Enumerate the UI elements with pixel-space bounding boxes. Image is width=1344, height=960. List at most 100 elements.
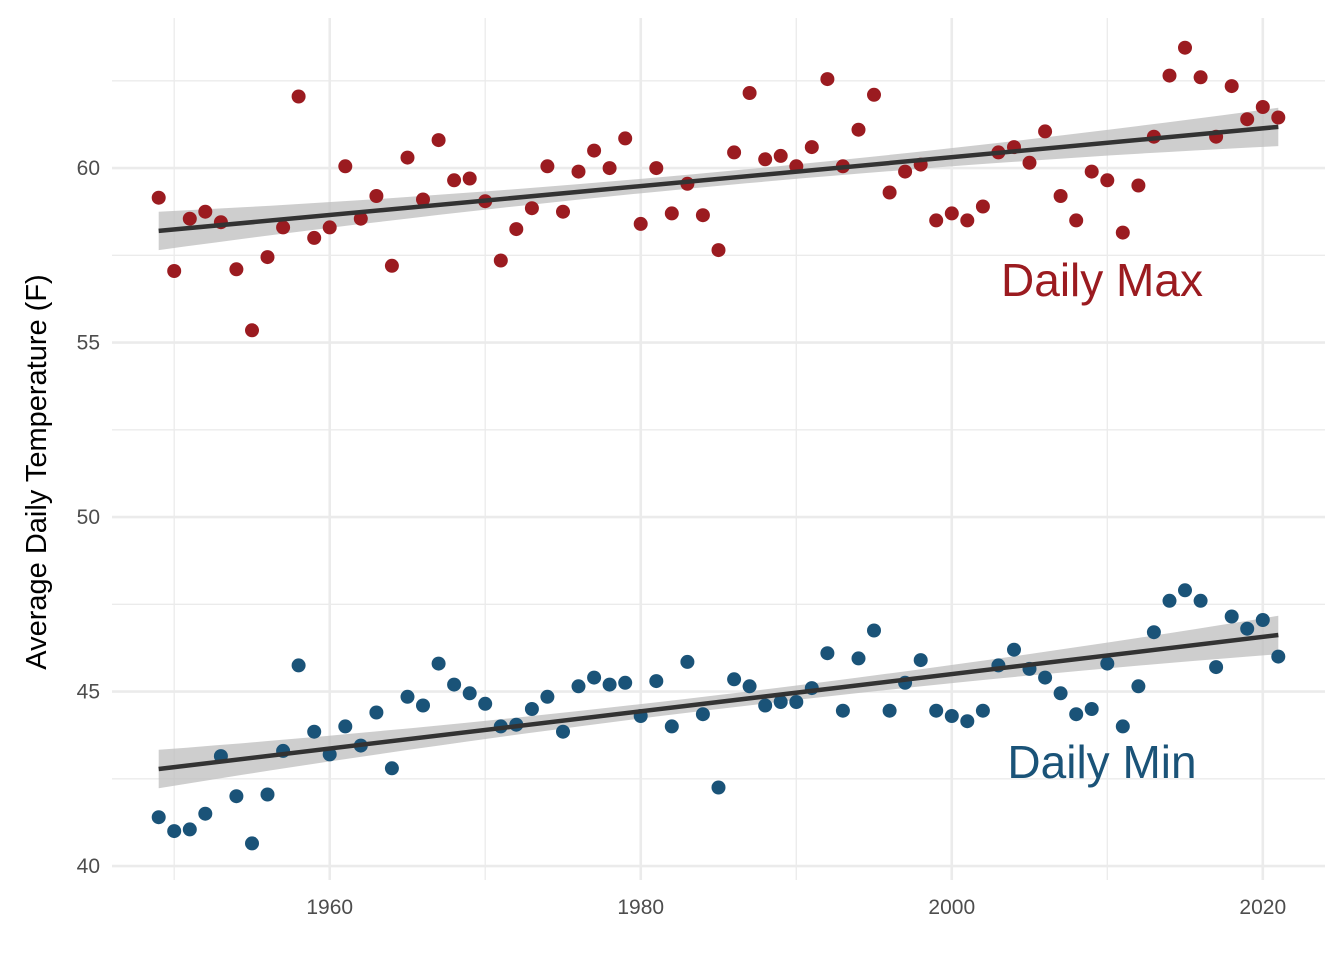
min-point: [1084, 702, 1099, 716]
min-point: [416, 698, 430, 713]
trend-line-max: [158, 124, 1279, 234]
min-point: [229, 789, 244, 804]
max-point: [618, 131, 633, 146]
max-point: [182, 211, 197, 226]
min-point: [727, 672, 742, 687]
min-point: [524, 702, 539, 716]
max-point: [975, 199, 990, 214]
max-point: [960, 213, 975, 228]
min-point: [1007, 642, 1021, 657]
max-point: [758, 152, 773, 167]
min-point: [695, 707, 710, 722]
y-axis-title: Average Daily Temperature (F): [21, 274, 53, 669]
max-point: [524, 201, 539, 216]
min-point: [758, 698, 773, 713]
min-point: [882, 703, 897, 718]
max-point: [1084, 164, 1099, 179]
min-point: [260, 787, 275, 802]
min-point: [198, 806, 213, 821]
x-tick-label: 2000: [928, 896, 975, 919]
min-point: [773, 695, 788, 709]
min-point: [649, 674, 664, 689]
min-point: [384, 761, 399, 776]
max-point: [353, 211, 368, 226]
annotation-daily-min: Daily Min: [1007, 736, 1196, 788]
min-point: [789, 695, 804, 709]
y-tick-label: 40: [77, 855, 100, 878]
min-point: [556, 724, 570, 739]
max-point: [431, 133, 446, 148]
min-point: [431, 656, 446, 671]
min-point: [540, 689, 555, 704]
max-point: [851, 122, 866, 137]
min-point: [307, 724, 322, 739]
min-point: [447, 677, 462, 692]
min-point: [1115, 719, 1130, 734]
min-point: [369, 705, 384, 720]
max-point: [1271, 110, 1286, 125]
min-point: [602, 677, 617, 692]
x-tick-label: 1980: [617, 896, 664, 919]
max-point: [493, 253, 508, 268]
min-point: [742, 679, 757, 694]
max-point: [369, 189, 384, 203]
min-point: [167, 824, 182, 839]
max-point: [291, 89, 306, 104]
y-tick-label: 60: [77, 157, 100, 180]
min-point: [1209, 660, 1224, 675]
max-point: [1240, 112, 1255, 127]
max-point: [695, 208, 710, 223]
min-point: [462, 686, 477, 701]
min-point: [1053, 686, 1068, 701]
min-point: [960, 714, 975, 729]
max-point: [1100, 173, 1115, 188]
max-point: [167, 264, 182, 278]
min-point: [835, 703, 850, 718]
max-point: [276, 220, 291, 235]
max-point: [649, 161, 664, 176]
min-point: [913, 653, 928, 668]
max-point: [260, 250, 275, 265]
max-point: [447, 173, 462, 188]
min-point: [400, 689, 415, 704]
max-point: [1131, 178, 1146, 193]
min-point: [618, 675, 633, 690]
max-point: [742, 86, 757, 100]
max-point: [727, 145, 742, 160]
max-point: [198, 204, 213, 219]
max-point: [1224, 79, 1239, 94]
min-point: [664, 719, 679, 734]
min-point: [1193, 593, 1208, 608]
min-point: [1162, 593, 1177, 608]
min-point: [944, 709, 959, 723]
trend-line-min: [158, 632, 1279, 772]
max-point: [245, 323, 259, 338]
tick-labels: 1960 1980 2000 2020 40 45 50 55 60: [77, 157, 1287, 919]
max-point: [416, 192, 430, 207]
max-point: [587, 143, 602, 158]
max-point: [1022, 155, 1037, 170]
min-point: [680, 654, 695, 669]
y-tick-label: 45: [77, 681, 100, 704]
max-point: [898, 164, 913, 179]
min-point: [711, 780, 726, 795]
max-point: [1193, 70, 1208, 85]
min-point: [1271, 649, 1286, 664]
max-point: [602, 161, 617, 176]
max-point: [867, 87, 881, 102]
max-point: [773, 148, 788, 163]
x-tick-label: 2020: [1239, 896, 1286, 919]
max-point: [322, 220, 337, 235]
min-point: [1069, 707, 1084, 722]
min-point: [867, 623, 881, 638]
max-point: [540, 159, 555, 174]
min-point: [1224, 609, 1239, 624]
max-point: [462, 171, 477, 186]
max-point: [944, 206, 959, 221]
min-point: [182, 822, 197, 837]
min-point: [820, 646, 835, 661]
max-point: [556, 204, 570, 219]
min-point: [587, 670, 602, 685]
min-point: [245, 836, 259, 851]
